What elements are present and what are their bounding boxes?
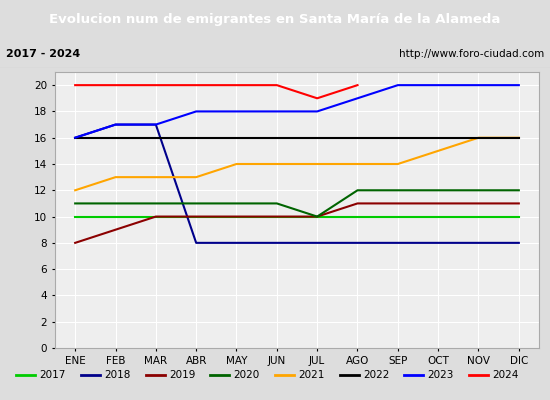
Text: 2024: 2024 xyxy=(492,370,519,380)
Text: Evolucion num de emigrantes en Santa María de la Alameda: Evolucion num de emigrantes en Santa Mar… xyxy=(50,14,501,26)
Text: 2019: 2019 xyxy=(169,370,195,380)
Text: 2017: 2017 xyxy=(40,370,66,380)
Text: http://www.foro-ciudad.com: http://www.foro-ciudad.com xyxy=(399,49,544,59)
Text: 2018: 2018 xyxy=(104,370,130,380)
Text: 2021: 2021 xyxy=(298,370,324,380)
Text: 2023: 2023 xyxy=(427,370,454,380)
Text: 2022: 2022 xyxy=(363,370,389,380)
Text: 2017 - 2024: 2017 - 2024 xyxy=(6,49,80,59)
Text: 2020: 2020 xyxy=(234,370,260,380)
